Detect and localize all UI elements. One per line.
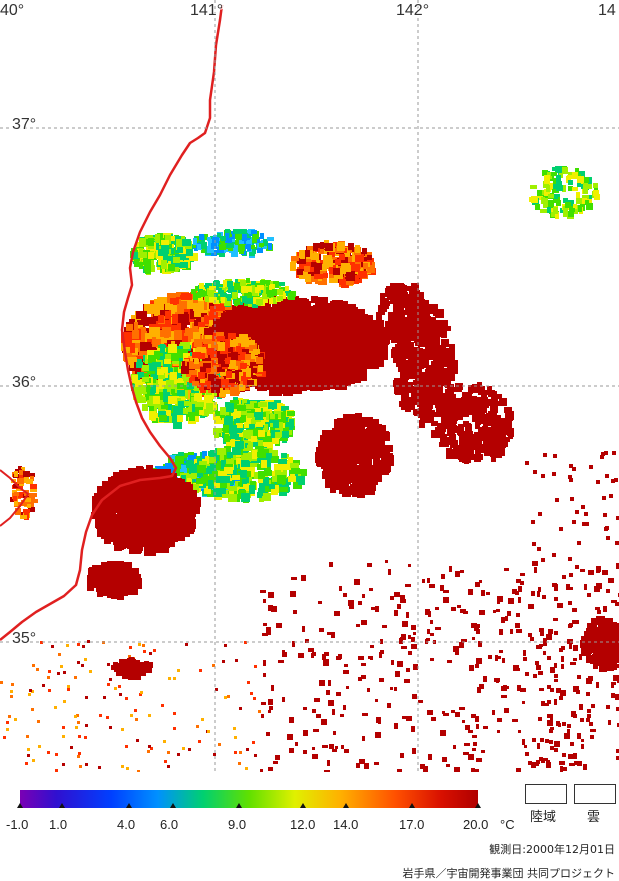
island-coast bbox=[0, 469, 30, 527]
unit-label: °C bbox=[500, 817, 515, 832]
lat-label-35: 35° bbox=[12, 630, 37, 647]
lon-label-143: 14 bbox=[598, 2, 616, 19]
color-scale-bar bbox=[17, 790, 481, 808]
graticule bbox=[0, 0, 619, 772]
coastline bbox=[0, 4, 224, 641]
tick-label: 6.0 bbox=[160, 817, 179, 832]
land-swatch bbox=[525, 784, 567, 804]
lon-label-141: 141° bbox=[190, 2, 224, 19]
lat-label-36: 36° bbox=[12, 374, 37, 391]
tick-label: 9.0 bbox=[228, 817, 247, 832]
tick-label: 14.0 bbox=[333, 817, 359, 832]
tick-label: 4.0 bbox=[117, 817, 136, 832]
lon-label-140: 40° bbox=[0, 2, 25, 19]
scale-tick-marks bbox=[17, 803, 481, 808]
tick-label: 17.0 bbox=[399, 817, 425, 832]
lon-label-142: 142° bbox=[396, 2, 430, 19]
sst-map bbox=[0, 0, 619, 772]
cloud-label: 雲 bbox=[587, 810, 601, 825]
land-label: 陸域 bbox=[530, 810, 557, 825]
observation-date: 観測日:2000年12月01日 bbox=[489, 843, 615, 856]
cloud-swatch bbox=[574, 784, 616, 804]
sea-surface-temperature-layer bbox=[0, 166, 619, 772]
legend: -1.0 1.0 4.0 6.0 9.0 12.0 14.0 17.0 20.0… bbox=[0, 772, 619, 881]
tick-label: 1.0 bbox=[49, 817, 68, 832]
tick-label: 12.0 bbox=[290, 817, 316, 832]
tick-label: -1.0 bbox=[6, 817, 29, 832]
tick-label: 20.0 bbox=[463, 817, 489, 832]
credit-text: 岩手県／宇宙開発事業団 共同プロジェクト bbox=[402, 867, 616, 880]
lat-label-37: 37° bbox=[12, 116, 37, 133]
